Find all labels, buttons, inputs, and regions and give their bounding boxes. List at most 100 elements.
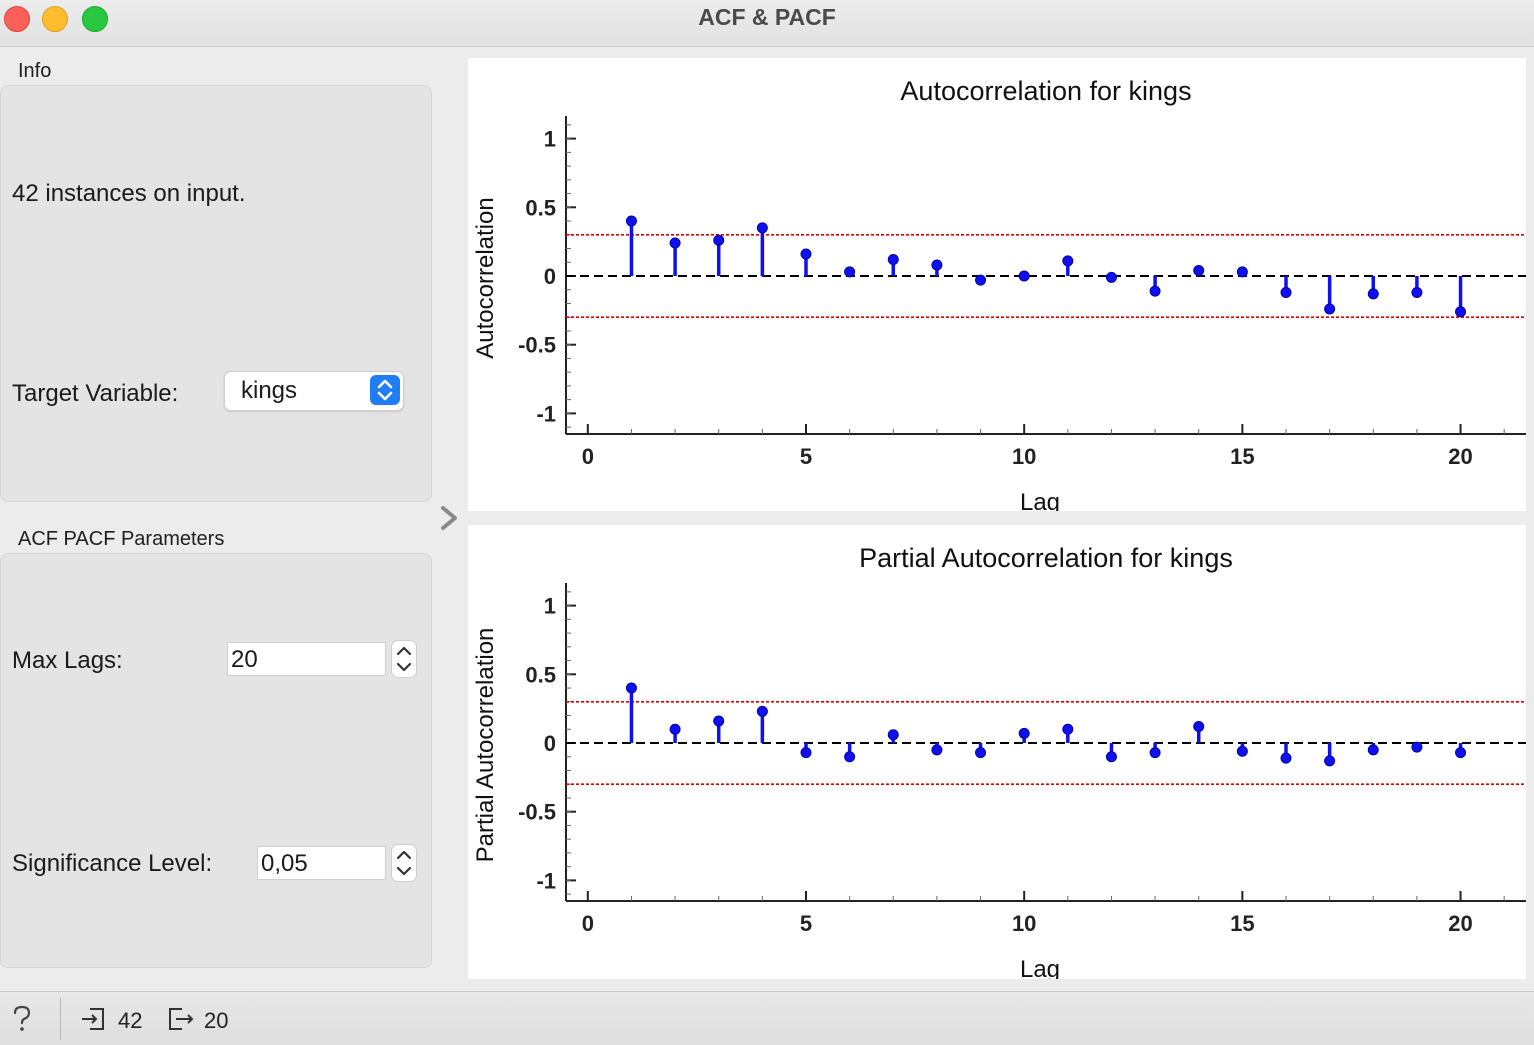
pacf-stem-marker <box>1324 755 1336 767</box>
acf-stem-marker <box>1280 286 1292 298</box>
help-icon[interactable] <box>8 1004 36 1039</box>
stepper-down-icon <box>396 662 412 672</box>
acf-y-tick-label: 0.5 <box>525 195 556 220</box>
pacf-stem-marker <box>1149 747 1161 759</box>
pacf-stem-marker <box>1411 741 1423 753</box>
status-bar: 42 20 <box>0 991 1534 1045</box>
pacf-stem-marker <box>1455 747 1467 759</box>
acf-x-tick-label: 15 <box>1230 444 1254 469</box>
significance-level-stepper[interactable] <box>391 844 417 882</box>
pacf-y-tick-label: 0 <box>544 731 556 756</box>
pacf-chart: Partial Autocorrelation for kings 1 0.5 0 -0… <box>472 543 1526 983</box>
pacf-y-tick-label: -1 <box>536 868 556 893</box>
pacf-stem-marker <box>756 705 768 717</box>
pacf-stem-marker <box>844 751 856 763</box>
pacf-y-axis-label: Partial Autocorrelation <box>472 628 499 863</box>
pacf-x-tick-label: 5 <box>800 911 812 936</box>
acf-stem-marker <box>1062 255 1074 267</box>
acf-x-tick-label: 20 <box>1448 444 1472 469</box>
pacf-stem-marker <box>1018 727 1030 739</box>
acf-stem-marker <box>1236 266 1248 278</box>
pacf-stem-marker <box>1193 721 1205 733</box>
acf-stem-marker <box>1193 265 1205 277</box>
pacf-stem-marker <box>887 729 899 741</box>
acf-stem-marker <box>1455 306 1467 318</box>
pacf-x-tick-label: 10 <box>1012 911 1036 936</box>
max-lags-stepper[interactable] <box>391 640 417 678</box>
pacf-stem-marker <box>669 723 681 735</box>
significance-level-label: Significance Level: <box>12 850 213 877</box>
significance-level-input[interactable]: 0,05 <box>257 846 386 880</box>
acf-stem-marker <box>713 234 725 246</box>
stepper-up-icon <box>396 850 412 860</box>
pacf-y-tick-label: 1 <box>544 594 556 619</box>
pacf-stem-marker <box>1062 723 1074 735</box>
acf-stem-marker <box>975 274 987 286</box>
select-arrows-icon <box>370 375 400 405</box>
chevron-right-icon <box>441 506 457 530</box>
pacf-y-tick-label: 0.5 <box>525 662 556 687</box>
acf-stem-marker <box>1411 286 1423 298</box>
status-divider <box>60 998 61 1040</box>
pacf-y-tick-label: -0.5 <box>518 800 556 825</box>
target-variable-select[interactable]: kings <box>224 371 404 411</box>
pacf-stem-marker <box>800 747 812 759</box>
acf-stem-marker <box>844 266 856 278</box>
acf-x-axis-label: Lag <box>1020 489 1060 511</box>
pacf-stem-marker <box>931 744 943 756</box>
acf-stem-marker <box>887 254 899 266</box>
pacf-stem-marker <box>713 715 725 727</box>
output-count: 20 <box>204 1008 229 1033</box>
pacf-stem-marker <box>1105 751 1117 763</box>
pacf-stem-marker <box>625 682 637 694</box>
input-count: 42 <box>118 1008 143 1033</box>
pacf-plot-panel: Partial Autocorrelation for kings 1 0.5 0 -0… <box>468 525 1526 983</box>
acf-chart-title: Autocorrelation for kings <box>900 76 1191 106</box>
acf-stem-marker <box>1105 271 1117 283</box>
pacf-stem-marker <box>975 747 987 759</box>
acf-stem-marker <box>625 215 637 227</box>
acf-x-tick-label: 5 <box>800 444 812 469</box>
instances-text: 42 instances on input. <box>12 180 246 207</box>
pacf-x-tick-label: 15 <box>1230 911 1254 936</box>
acf-y-tick-label: -1 <box>536 401 556 426</box>
acf-y-tick-label: 1 <box>544 127 556 152</box>
acf-stem-marker <box>669 237 681 249</box>
input-icon <box>80 1005 108 1038</box>
pacf-x-axis-label: Lag <box>1020 956 1060 979</box>
pacf-stem-marker <box>1280 752 1292 764</box>
stepper-up-icon <box>396 646 412 656</box>
stepper-down-icon <box>396 866 412 876</box>
output-icon <box>167 1005 197 1038</box>
info-group <box>0 85 432 502</box>
params-group-label: ACF PACF Parameters <box>18 528 225 550</box>
acf-plot-panel: Autocorrelation for kings 1 0.5 0 -0.5 -1 0 5 10… <box>468 58 1526 516</box>
acf-stem-marker <box>1367 288 1379 300</box>
acf-chart: Autocorrelation for kings 1 0.5 0 -0.5 -1 0 5 10… <box>472 76 1526 516</box>
max-lags-label: Max Lags: <box>12 647 123 674</box>
splitter-handle[interactable] <box>436 503 462 533</box>
acf-stem-marker <box>1324 303 1336 315</box>
acf-stem-marker <box>756 222 768 234</box>
acf-y-tick-label: -0.5 <box>518 333 556 358</box>
acf-stem-marker <box>800 248 812 260</box>
acf-stem-marker <box>931 259 943 271</box>
pacf-chart-title: Partial Autocorrelation for kings <box>859 543 1233 573</box>
window-title: ACF & PACF <box>698 4 836 30</box>
target-variable-label: Target Variable: <box>12 380 179 407</box>
acf-x-tick-label: 10 <box>1012 444 1036 469</box>
close-window-button[interactable] <box>4 6 30 32</box>
maximize-window-button[interactable] <box>82 6 108 32</box>
pacf-stem-marker <box>1236 745 1248 757</box>
pacf-x-tick-label: 20 <box>1448 911 1472 936</box>
acf-stem-marker <box>1018 270 1030 282</box>
pacf-stem-marker <box>1367 744 1379 756</box>
max-lags-input[interactable]: 20 <box>227 642 386 676</box>
target-variable-value: kings <box>241 377 298 404</box>
acf-y-axis-label: Autocorrelation <box>472 197 499 358</box>
pacf-x-tick-label: 0 <box>582 911 594 936</box>
info-group-label: Info <box>18 60 52 82</box>
title-bar: ACF & PACF <box>0 0 1534 47</box>
acf-x-tick-label: 0 <box>582 444 594 469</box>
minimize-window-button[interactable] <box>42 6 68 32</box>
